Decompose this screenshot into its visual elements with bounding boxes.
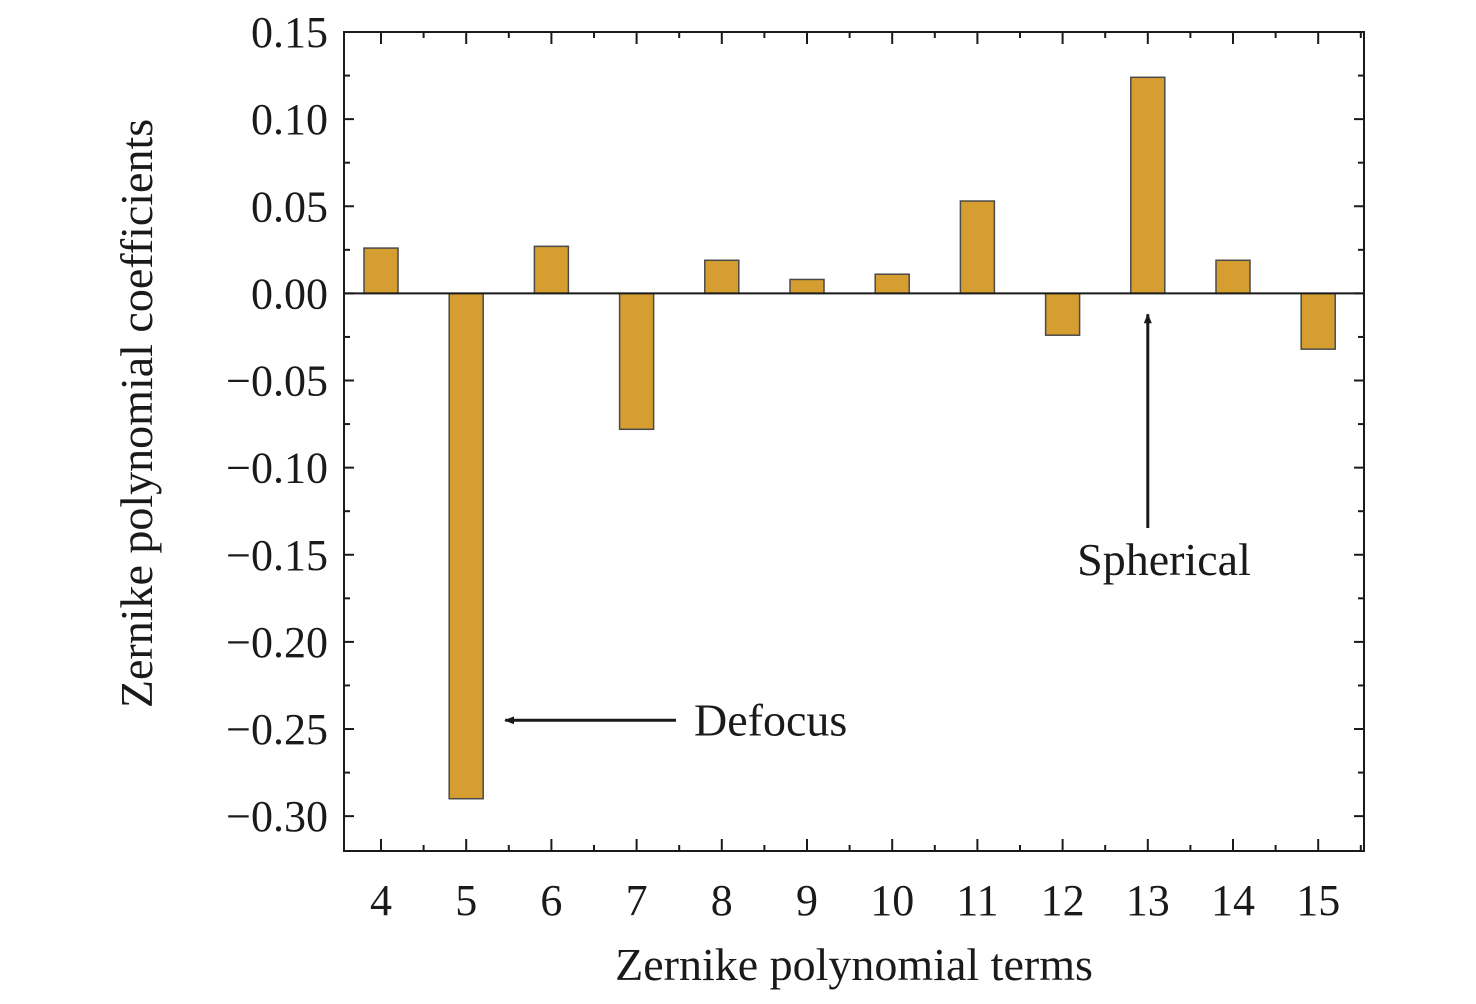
x-tick-label: 9 [796,876,818,925]
y-tick-label: 0.15 [251,8,328,57]
bar-term-13 [1130,76,1166,295]
x-tick-label: 14 [1211,876,1255,925]
x-tick-label: 11 [956,876,998,925]
plot-frame [343,31,1365,852]
bar-term-5 [448,292,484,800]
bar-term-6 [533,245,570,295]
bar-term-7 [618,292,655,431]
y-tick-label: −0.20 [226,618,328,667]
x-tick-label: 10 [870,876,914,925]
y-tick-label: −0.30 [226,792,328,841]
x-tick-label: 12 [1041,876,1085,925]
bar-term-10 [874,273,910,295]
y-tick-label: −0.25 [226,705,328,754]
y-tick-label: 0.10 [251,95,328,144]
y-tick-label: 0.00 [251,269,328,318]
bar-term-12 [1044,292,1081,336]
bars-layer [363,76,1336,800]
bar-term-11 [959,200,996,295]
labels-layer: 0.15 0.10 0.05 0.00 −0.05 −0.10 −0.15 −0.20 −0.2… [226,8,1340,925]
y-tick-label: −0.10 [226,444,328,493]
x-tick-label: 15 [1296,876,1340,925]
x-tick-label: 7 [626,876,648,925]
bar-term-8 [704,259,740,295]
bar-term-15 [1300,292,1336,350]
x-tick-label: 6 [540,876,562,925]
spherical-label: Spherical [1077,534,1251,585]
bar-term-4 [363,247,399,295]
annotations-layer: Defocus Spherical [504,313,1251,745]
bar-term-9 [789,278,825,295]
x-tick-label: 8 [711,876,733,925]
defocus-label: Defocus [694,694,847,745]
x-tick-label: 5 [455,876,477,925]
x-tick-label: 13 [1126,876,1170,925]
bar-term-14 [1215,259,1251,295]
axes-layer [343,31,1365,852]
x-axis-title: Zernike polynomial terms [615,939,1093,990]
y-tick-label: 0.05 [251,182,328,231]
x-tick-label: 4 [370,876,392,925]
y-tick-label: −0.05 [226,357,328,406]
y-axis-title: Zernike polynomial coefficients [111,119,162,708]
y-tick-label: −0.15 [226,531,328,580]
